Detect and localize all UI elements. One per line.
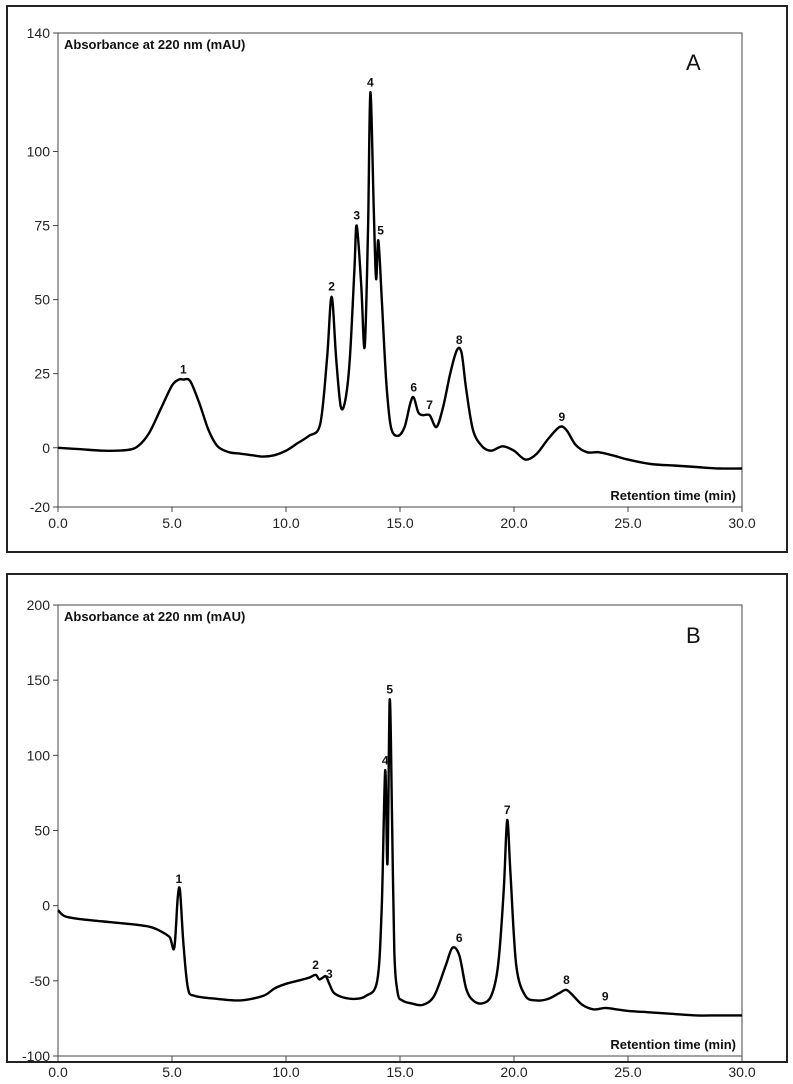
x-tick-label-b: 5.0	[162, 1064, 182, 1080]
peak-label-a-8: 8	[456, 333, 463, 347]
x-tick-label-b: 15.0	[386, 1064, 413, 1080]
x-tick-label-a: 25.0	[614, 515, 641, 531]
y-axis-title-a: Absorbance at 220 nm (mAU)	[64, 37, 245, 52]
x-tick-label-b: 25.0	[614, 1064, 641, 1080]
peak-label-a-7: 7	[426, 398, 433, 412]
x-tick-label-b: 20.0	[500, 1064, 527, 1080]
y-tick-label-b: 100	[27, 747, 51, 763]
x-tick-label-a: 30.0	[728, 515, 755, 531]
x-tick-label-a: 10.0	[272, 515, 299, 531]
peak-label-a-3: 3	[353, 209, 360, 223]
peak-label-b-8: 8	[563, 973, 570, 987]
x-tick-label-a: 5.0	[162, 515, 182, 531]
x-tick-label-b: 10.0	[272, 1064, 299, 1080]
y-tick-label-a: 100	[27, 144, 51, 160]
y-tick-label-a: 50	[34, 292, 50, 308]
x-tick-label-b: 30.0	[728, 1064, 755, 1080]
chromatogram-trace-a	[57, 91, 743, 470]
chromatogram-b-svg: -100 -50 0 50 100 150 200 0.0 5.0 10.0 15.0 20.0 25.…	[6, 573, 788, 1080]
x-tick-label-a: 0.0	[48, 515, 68, 531]
panel-b-frame	[6, 573, 788, 1063]
peak-label-b-4: 4	[382, 753, 389, 767]
y-tick-label-b: 0	[42, 898, 50, 914]
peak-label-b-7: 7	[504, 803, 511, 817]
y-tick-label-b: 50	[34, 823, 50, 839]
peak-label-a-1: 1	[180, 363, 187, 377]
peak-label-b-5: 5	[386, 683, 393, 697]
panel-letter-b: B	[686, 623, 701, 648]
peak-label-a-9: 9	[559, 410, 566, 424]
y-tick-label-a: -20	[30, 499, 50, 515]
x-tick-label-a: 20.0	[500, 515, 527, 531]
panel-letter-a: A	[686, 50, 701, 75]
plot-b-box	[57, 604, 743, 1057]
peak-label-b-9: 9	[602, 989, 609, 1003]
peak-label-b-3: 3	[326, 967, 333, 981]
y-tick-label-a: 0	[42, 440, 50, 456]
y-tick-label-b: 200	[27, 597, 51, 613]
peak-label-b-2: 2	[312, 958, 319, 972]
x-axis-title-a: Retention time (min)	[610, 488, 736, 503]
y-axis-title-b: Absorbance at 220 nm (mAU)	[64, 609, 245, 624]
x-axis-title-b: Retention time (min)	[610, 1037, 736, 1052]
y-tick-label-b: 150	[27, 672, 51, 688]
peak-label-a-4: 4	[367, 75, 374, 89]
peak-label-a-2: 2	[328, 280, 335, 294]
chromatogram-trace-b	[57, 698, 742, 1017]
y-tick-label-a: 140	[27, 25, 51, 41]
x-tick-label-b: 0.0	[48, 1064, 68, 1080]
peak-label-a-6: 6	[410, 380, 417, 394]
chromatogram-panel-b: -100 -50 0 50 100 150 200 0.0 5.0 10.0 15.0 20.0 25.…	[0, 568, 793, 1084]
y-tick-label-b: -50	[30, 973, 50, 989]
y-tick-label-a: 75	[34, 218, 50, 234]
panel-a-frame	[6, 5, 788, 553]
peak-label-a-5: 5	[377, 223, 384, 237]
chromatogram-panel-a: -20 0 25 50 75 100 140 0.0 5.0 10.0 15.0 20.0 25.0 30…	[6, 5, 788, 553]
peak-label-b-1: 1	[175, 872, 182, 886]
y-tick-label-b: -100	[22, 1048, 50, 1064]
peak-label-b-6: 6	[456, 931, 463, 945]
x-tick-label-a: 15.0	[386, 515, 413, 531]
y-tick-label-a: 25	[34, 366, 50, 382]
